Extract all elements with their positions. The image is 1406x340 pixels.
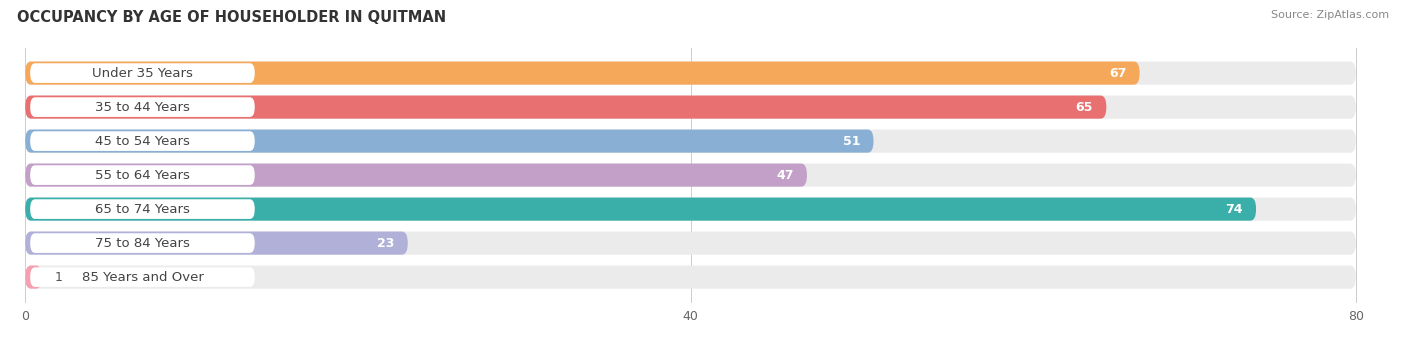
Text: 55 to 64 Years: 55 to 64 Years xyxy=(96,169,190,182)
FancyBboxPatch shape xyxy=(25,266,1355,289)
FancyBboxPatch shape xyxy=(25,96,1355,119)
FancyBboxPatch shape xyxy=(25,130,873,153)
Text: 23: 23 xyxy=(377,237,395,250)
Text: 1: 1 xyxy=(55,271,63,284)
FancyBboxPatch shape xyxy=(25,232,408,255)
Text: 65 to 74 Years: 65 to 74 Years xyxy=(96,203,190,216)
Text: 67: 67 xyxy=(1109,67,1126,80)
FancyBboxPatch shape xyxy=(30,233,254,253)
Text: 74: 74 xyxy=(1225,203,1243,216)
Text: 51: 51 xyxy=(842,135,860,148)
Text: 75 to 84 Years: 75 to 84 Years xyxy=(96,237,190,250)
FancyBboxPatch shape xyxy=(30,131,254,151)
FancyBboxPatch shape xyxy=(30,97,254,117)
FancyBboxPatch shape xyxy=(25,164,807,187)
FancyBboxPatch shape xyxy=(30,63,254,83)
Text: 47: 47 xyxy=(776,169,793,182)
FancyBboxPatch shape xyxy=(25,198,1355,221)
FancyBboxPatch shape xyxy=(25,62,1355,85)
FancyBboxPatch shape xyxy=(30,199,254,219)
FancyBboxPatch shape xyxy=(25,232,1355,255)
Text: OCCUPANCY BY AGE OF HOUSEHOLDER IN QUITMAN: OCCUPANCY BY AGE OF HOUSEHOLDER IN QUITM… xyxy=(17,10,446,25)
FancyBboxPatch shape xyxy=(25,266,42,289)
Text: 45 to 54 Years: 45 to 54 Years xyxy=(96,135,190,148)
Text: 85 Years and Over: 85 Years and Over xyxy=(82,271,204,284)
FancyBboxPatch shape xyxy=(25,62,1140,85)
FancyBboxPatch shape xyxy=(30,165,254,185)
Text: Under 35 Years: Under 35 Years xyxy=(91,67,193,80)
Text: Source: ZipAtlas.com: Source: ZipAtlas.com xyxy=(1271,10,1389,20)
FancyBboxPatch shape xyxy=(30,267,254,287)
FancyBboxPatch shape xyxy=(25,198,1256,221)
FancyBboxPatch shape xyxy=(25,130,1355,153)
FancyBboxPatch shape xyxy=(25,164,1355,187)
Text: 65: 65 xyxy=(1076,101,1092,114)
FancyBboxPatch shape xyxy=(25,96,1107,119)
Text: 35 to 44 Years: 35 to 44 Years xyxy=(96,101,190,114)
